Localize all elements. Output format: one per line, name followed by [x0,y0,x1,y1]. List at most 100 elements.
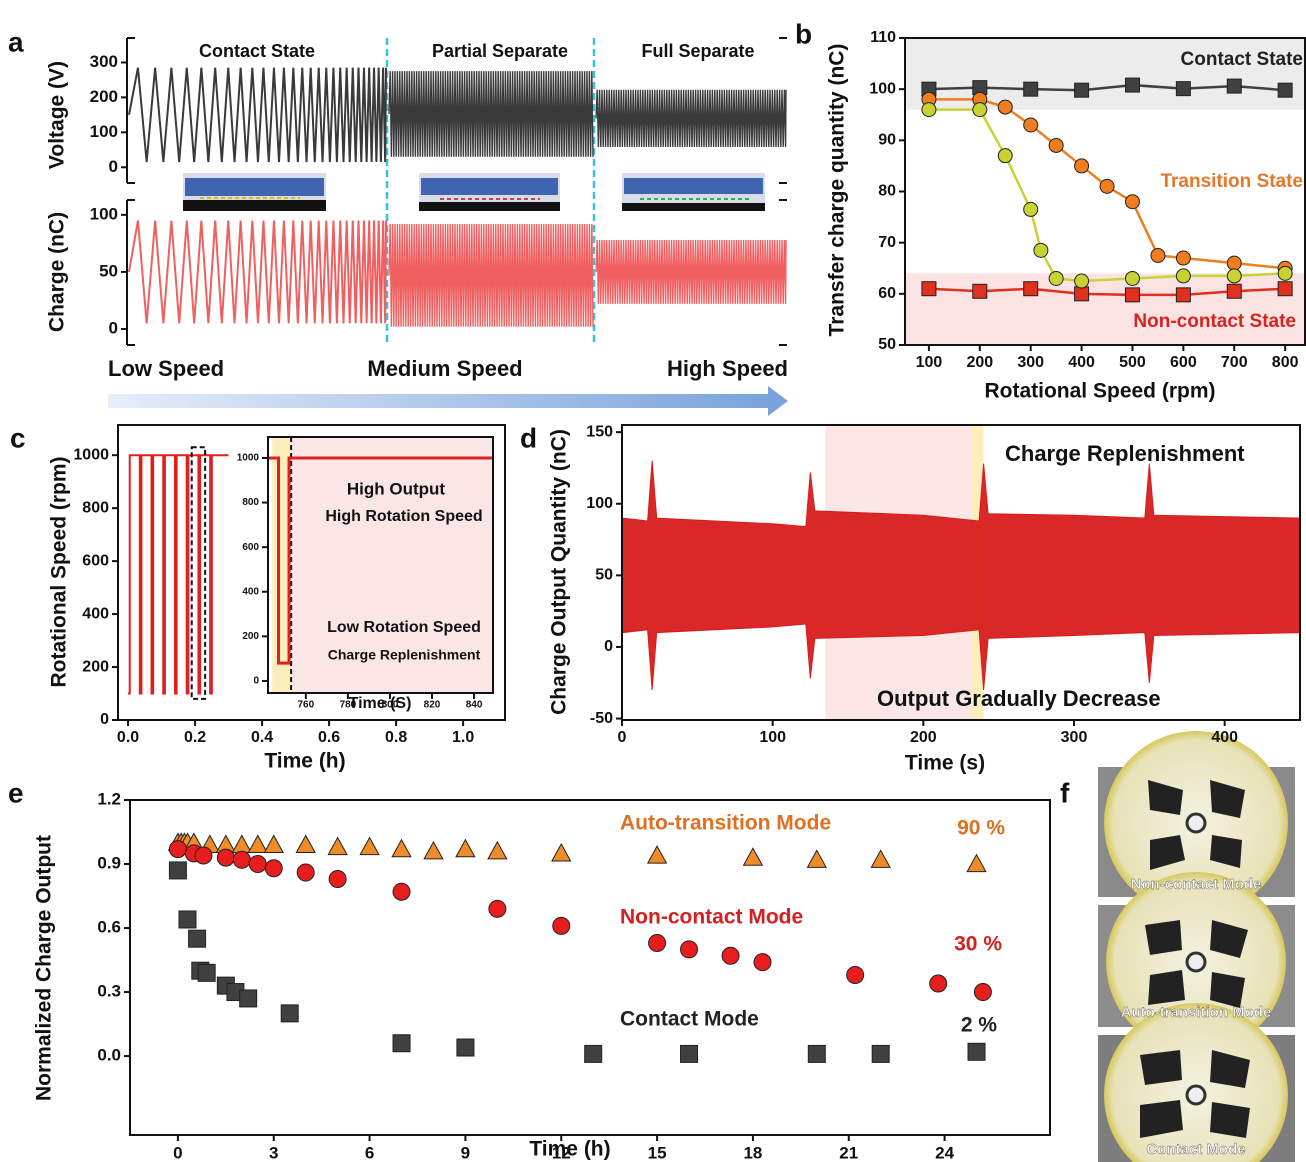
band [291,437,493,693]
data-point [188,929,207,948]
data-point [648,933,667,952]
data-point [1175,268,1191,284]
series-line [928,83,1286,92]
speed-label: High Speed [667,356,788,381]
band [905,273,1305,345]
y-axis-label: Rotational Speed (rpm) [48,456,71,687]
y-tick-label: 400 [242,586,259,597]
data-point [1150,247,1166,263]
x-axis-label: Time (S) [349,695,412,712]
panel-letter: a [8,26,24,57]
annotation: Charge Replenishment [1005,441,1245,466]
data-point [1023,81,1039,97]
data-point [168,840,187,859]
data-point [264,859,283,878]
data-point [263,834,284,853]
x-axis-label: Time (s) [905,752,985,775]
data-point [1175,250,1191,266]
waveform [128,67,387,163]
x-tick-label: 1.0 [452,729,474,746]
series-label: Contact State [1181,49,1303,70]
series-label: Non-contact Mode [620,906,803,929]
data-point [295,834,316,853]
x-tick-label: 0 [618,729,627,746]
annotation: 30 % [954,933,1002,956]
y-tick-label: 600 [82,552,109,569]
waveform [388,223,594,327]
data-point [929,974,948,993]
speed-label: Low Speed [108,356,224,381]
series-label: Non-contact State [1133,311,1296,332]
panel-letter: d [520,422,537,453]
panel-letter: c [10,422,26,453]
data-point [680,1044,699,1063]
x-tick-label: 500 [1119,354,1146,371]
data-point [997,99,1013,115]
data-point [1175,81,1191,97]
x-tick-label: 700 [1221,354,1248,371]
y-tick-label: 1000 [237,453,260,464]
data-point [328,869,347,888]
x-axis-label: Time (h) [529,1138,610,1161]
y-axis-label: Charge (nC) [46,212,69,332]
data-point [359,836,380,856]
y-tick-label: 0 [109,319,118,338]
data-point [1048,137,1064,153]
data-point [972,283,988,299]
frame [621,424,1301,721]
waveform [595,239,787,304]
frame [129,799,1051,1136]
data-point [392,1034,411,1053]
y-tick-label: 300 [90,52,118,71]
data-point [1226,283,1242,299]
data-point [721,946,740,965]
y-tick-label: 0 [253,676,259,687]
data-point [921,281,937,297]
band [272,437,292,693]
y-tick-label: 0 [100,711,109,728]
y-tick-label: 80 [878,183,896,200]
y-tick-label: 100 [90,122,118,141]
y-axis-label: Normalized Charge Output [33,835,56,1101]
data-point [973,983,992,1002]
speed-arrow [108,394,768,408]
inset-photos [183,173,765,211]
y-tick-label: 150 [586,423,613,440]
frame [117,424,506,721]
data-point [248,855,267,874]
y-tick-label: 50 [99,261,118,280]
data-point [197,963,216,982]
panel-letter: e [8,777,24,808]
x-tick-label: 9 [461,1143,470,1162]
y-tick-label: 70 [878,234,896,251]
data-point [456,1038,475,1057]
y-tick-label: 110 [870,29,896,46]
data-point [1048,270,1064,286]
y-tick-label: 0.9 [97,853,121,872]
data-point [280,1004,299,1023]
data-point [1175,287,1191,303]
series-line [128,454,229,695]
data-point [806,849,828,868]
x-tick-label: 200 [910,729,937,746]
data-point [1277,82,1293,98]
x-tick-label: 0.8 [385,729,407,746]
y-tick-label: 50 [595,567,613,584]
data-point [921,102,937,118]
y-tick-label: 0.0 [97,1046,121,1065]
region-label: Contact State [199,41,315,61]
data-point [807,1044,826,1063]
y-tick-label: 60 [878,285,896,302]
data-point [1023,281,1039,297]
frame [267,436,494,694]
data-point [753,953,772,972]
y-axis-label: Charge Output Quantity (nC) [548,429,571,715]
y-tick-label: 100 [90,204,118,223]
y-tick-label: 100 [586,495,613,512]
y-tick-label: 0 [604,638,613,655]
data-point [487,840,508,860]
x-tick-label: 760 [298,700,315,711]
data-point [551,842,572,862]
data-point [1023,117,1039,133]
